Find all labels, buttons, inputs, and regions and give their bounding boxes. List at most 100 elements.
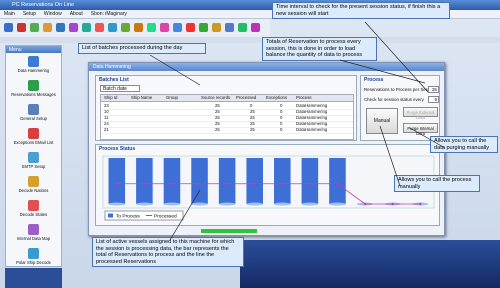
sidebar-label: Internal Data Map xyxy=(16,236,51,241)
interval-label: Check for session status every xyxy=(364,97,424,102)
batch-dropdown[interactable]: Batch date xyxy=(100,85,140,92)
bar xyxy=(246,158,263,204)
column-header: Processed xyxy=(236,95,257,100)
bar xyxy=(329,158,346,204)
plot-background xyxy=(102,155,435,209)
title-bar: PC Reservations On Line xyxy=(0,0,500,10)
sidebar-item[interactable]: Internal Data Map xyxy=(6,224,61,241)
table-row[interactable]: 21 25 25 0 DataHammering xyxy=(101,127,353,134)
table-row[interactable]: 24 25 25 0 DataHammering xyxy=(101,121,353,128)
annotation: Allows you to call the process manually xyxy=(394,175,480,193)
line-marker xyxy=(253,182,256,185)
annotation: Allows you to call the data purging manu… xyxy=(430,136,498,154)
table-cell: 0 xyxy=(280,127,283,132)
bar-base xyxy=(274,202,291,206)
table-row[interactable]: 11 25 25 0 DataHammering xyxy=(101,115,353,122)
per-session-label: Reservations to Process per Session xyxy=(364,87,436,92)
table-cell: 25 xyxy=(250,121,255,126)
table-cell: 24 xyxy=(104,121,109,126)
table-cell: 25 xyxy=(215,103,220,108)
sidebar-item[interactable]: Decode Nations xyxy=(6,176,61,193)
toolbar-icon[interactable] xyxy=(43,23,52,32)
sidebar-item[interactable]: SMTP Setup xyxy=(6,152,61,169)
menu-item[interactable]: Main xyxy=(4,11,15,17)
legend-label: To Process xyxy=(116,214,140,220)
legend-swatch xyxy=(108,213,113,218)
table-row[interactable]: 23 25 0 0 DataHammering xyxy=(101,103,353,110)
table-row[interactable]: 10 25 25 0 DataHammering xyxy=(101,109,353,116)
menu-item[interactable]: About xyxy=(69,11,83,17)
menu-item[interactable]: Window xyxy=(43,11,62,17)
toolbar-icon[interactable] xyxy=(108,23,117,32)
interval-input[interactable]: 6 xyxy=(428,96,439,103)
sidebar-label: SMTP Setup xyxy=(21,164,46,169)
toolbar-icon[interactable] xyxy=(121,23,130,32)
toolbar-icon[interactable] xyxy=(251,23,260,32)
bar-base xyxy=(163,202,181,206)
sidebar-item[interactable]: Reservations Messages xyxy=(6,80,61,97)
toolbar-icon[interactable] xyxy=(56,23,65,32)
toolbar-icon[interactable] xyxy=(160,23,169,32)
purge-external-button[interactable]: Purge External Data xyxy=(403,107,438,120)
toolbar-icon[interactable] xyxy=(199,23,208,32)
bar-base xyxy=(191,202,208,206)
toolbar-icon[interactable] xyxy=(17,23,26,32)
table-cell: 25 xyxy=(250,109,255,114)
sidebar: Menu Data Hammering Reservations Messages… xyxy=(5,45,62,267)
sidebar-label: Exceptions EMail List xyxy=(13,140,54,145)
line-marker xyxy=(391,202,394,206)
sidebar-item[interactable]: Decode States xyxy=(6,200,61,217)
toolbar-icon[interactable] xyxy=(225,23,234,32)
toolbar-icon[interactable] xyxy=(4,23,13,32)
sidebar-item[interactable]: General Setup xyxy=(6,104,61,121)
sidebar-icon xyxy=(28,200,39,211)
bar xyxy=(163,158,181,204)
bar xyxy=(301,158,319,204)
bar xyxy=(274,158,291,204)
bar xyxy=(136,158,153,204)
toolbar-icon[interactable] xyxy=(212,23,221,32)
toolbar-icon[interactable] xyxy=(30,23,39,32)
table-cell: DataHammering xyxy=(296,127,328,132)
toolbar-icon[interactable] xyxy=(186,23,195,32)
toolbar-icon[interactable] xyxy=(147,23,156,32)
sidebar-icon xyxy=(28,128,39,139)
table-cell: 0 xyxy=(280,109,283,114)
line-marker xyxy=(198,182,201,185)
sidebar-label: Decode States xyxy=(19,212,48,217)
toolbar-icon[interactable] xyxy=(95,23,104,32)
purge-internal-button[interactable]: Purge Internal Data xyxy=(403,123,438,136)
table-cell: 11 xyxy=(104,115,109,120)
table-cell: DataHammering xyxy=(296,115,328,120)
table-cell: 0 xyxy=(280,115,283,120)
table-cell: 25 xyxy=(215,121,220,126)
annotation: List of active vessels assigned to this … xyxy=(92,237,244,268)
table-cell: DataHammering xyxy=(296,103,328,108)
toolbar-icon[interactable] xyxy=(134,23,143,32)
line-marker xyxy=(143,182,146,185)
sidebar-item[interactable]: Exceptions EMail List xyxy=(6,128,61,145)
sidebar-item[interactable]: Polar Ship Decode xyxy=(6,248,61,265)
manual-button[interactable]: Manual xyxy=(366,108,398,134)
column-header: Process xyxy=(296,95,312,100)
inner-window-title: Data Hammering xyxy=(89,63,444,71)
menu-item[interactable]: Sbon: iMaginary xyxy=(90,11,127,17)
per-session-input[interactable]: 25 xyxy=(428,86,439,93)
menu-item[interactable]: Setup xyxy=(22,11,36,17)
menu-bar: Main Setup Window About Sbon: iMaginary xyxy=(0,10,500,19)
toolbar-icon[interactable] xyxy=(69,23,78,32)
toolbar-icon[interactable] xyxy=(82,23,91,32)
sidebar-label: General Setup xyxy=(19,116,47,121)
line-marker xyxy=(281,182,284,185)
toolbar-icon[interactable] xyxy=(173,23,182,32)
line-marker xyxy=(308,182,312,185)
table-cell: 25 xyxy=(215,115,220,120)
bar-base xyxy=(246,202,263,206)
desktop-background xyxy=(5,268,62,288)
sidebar-title: Menu xyxy=(6,46,61,53)
sidebar-item[interactable]: Data Hammering xyxy=(6,56,61,73)
toolbar-icon[interactable] xyxy=(238,23,247,32)
toolbar xyxy=(0,19,270,37)
table-cell: 0 xyxy=(280,121,283,126)
